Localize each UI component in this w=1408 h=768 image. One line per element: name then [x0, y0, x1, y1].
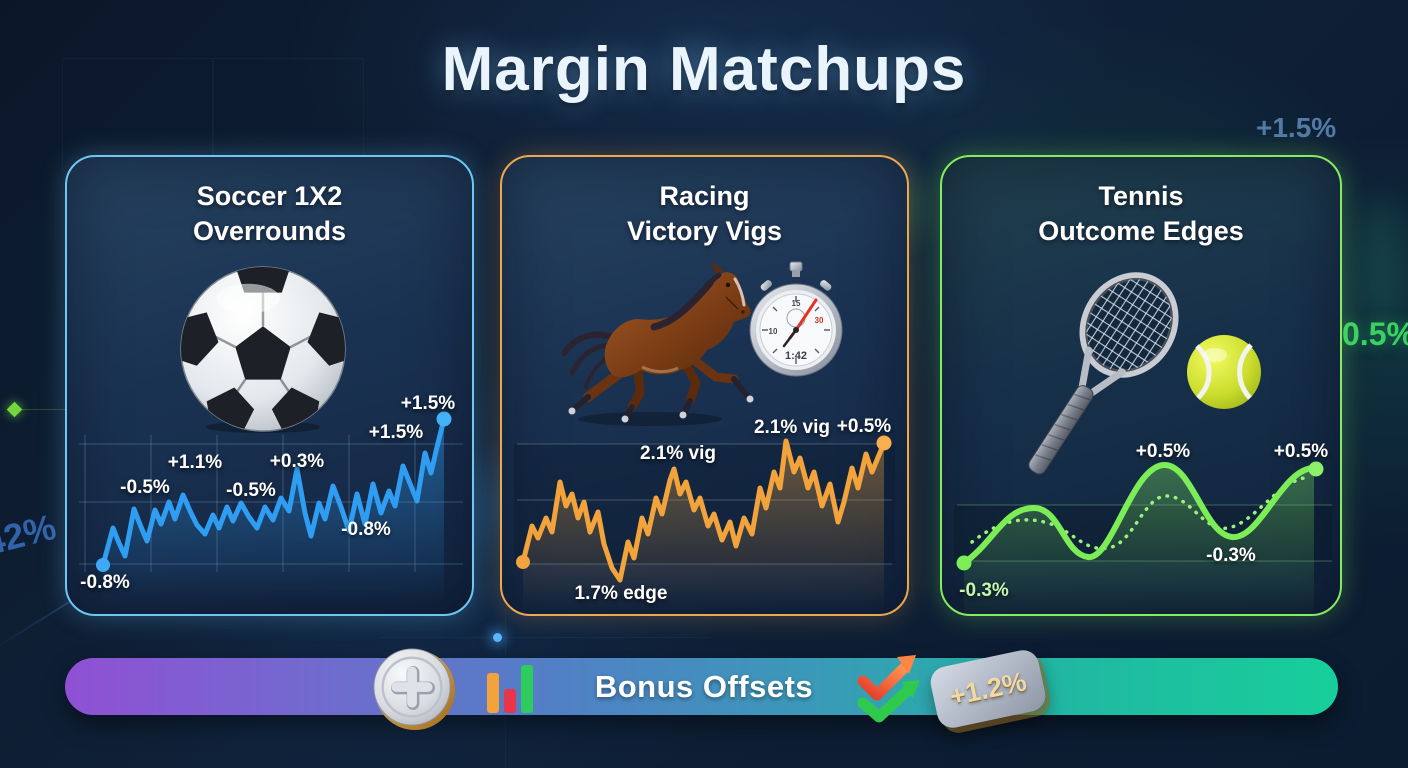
racing-label-0: 1.7% edge: [574, 583, 668, 604]
soccer-label-3: -0.5%: [226, 480, 276, 501]
card-tennis-title-line2: Outcome Edges: [1038, 216, 1244, 246]
card-racing-title: Racing Victory Vigs: [512, 179, 897, 249]
tennis-label-0: -0.3%: [959, 580, 1009, 601]
soccer-label-1: -0.5%: [120, 477, 170, 498]
tennis-racket-icon: [1028, 263, 1188, 475]
card-soccer: Soccer 1X2 Overrounds: [65, 155, 474, 616]
tennis-chart: [954, 461, 1332, 614]
soccer-label-2: +1.1%: [167, 452, 223, 473]
racing-label-2: 2.1% vig: [753, 417, 831, 438]
card-racing-title-line2: Victory Vigs: [626, 216, 783, 246]
soccer-start-dot: [96, 558, 110, 572]
percent-badge: +1.2%: [927, 647, 1049, 731]
card-tennis-title: Tennis Outcome Edges: [952, 179, 1330, 249]
soccer-label-7: +1.5%: [400, 393, 456, 414]
card-tennis-title-line1: Tennis: [1098, 181, 1184, 211]
diamond-marker-icon: [6, 401, 23, 418]
card-soccer-title: Soccer 1X2 Overrounds: [77, 179, 462, 249]
racing-label-1: 2.1% vig: [639, 443, 717, 464]
double-check-icon: [857, 655, 920, 723]
tennis-start-dot: [956, 555, 972, 571]
racing-end-dot: [876, 435, 892, 451]
racing-label-3: +0.5%: [836, 416, 892, 437]
tennis-label-2: -0.3%: [1206, 545, 1256, 566]
card-racing: Racing Victory Vigs: [500, 155, 909, 616]
soccer-end-dot: [436, 411, 452, 427]
soccer-label-0: -0.8%: [80, 572, 130, 593]
bonus-offsets-banner[interactable]: Bonus Offsets +1.2%: [65, 647, 1338, 731]
bg-percent-left-edge: 42%: [0, 505, 60, 564]
page-title: Margin Matchups: [441, 35, 967, 104]
card-soccer-title-line2: Overrounds: [192, 216, 347, 246]
card-soccer-title-line1: Soccer 1X2: [196, 181, 343, 211]
stopwatch-num-right: 30: [815, 316, 824, 325]
tennis-ball-icon: [1187, 335, 1261, 409]
soccer-ball-icon: [180, 266, 346, 433]
percent-badge-value: +1.2%: [946, 665, 1029, 712]
bonus-offsets-label: Bonus Offsets: [594, 668, 814, 704]
bg-percent-right-edge: 0.5%: [1342, 316, 1408, 352]
stopwatch-num-left: 10: [769, 327, 778, 336]
grid-glow-dot: [493, 633, 502, 642]
mini-bar-chart-icon: [487, 665, 533, 713]
tennis-label-3: +0.5%: [1273, 441, 1329, 462]
bokeh-glow: [1360, 200, 1404, 320]
soccer-label-6: +1.5%: [368, 422, 424, 443]
card-racing-title-line1: Racing: [659, 181, 750, 211]
card-tennis: Tennis Outcome Edges: [940, 155, 1342, 616]
stopwatch-num-top: 15: [792, 299, 801, 308]
soccer-chart: [79, 411, 463, 603]
tennis-label-1: +0.5%: [1135, 441, 1191, 462]
racing-chart: [514, 435, 895, 612]
soccer-label-4: +0.3%: [269, 451, 325, 472]
stopwatch-icon: 15 10 30 1:42: [749, 261, 843, 377]
racehorse-icon: [561, 261, 754, 426]
bg-percent-top-right: +1.5%: [1256, 112, 1337, 143]
racing-start-dot: [516, 555, 530, 569]
coin-plus-icon: [373, 648, 456, 731]
tennis-end-dot: [1308, 461, 1324, 477]
soccer-label-5: -0.8%: [341, 519, 391, 540]
stopwatch-reading: 1:42: [785, 350, 807, 362]
bg-grid-line: [380, 637, 710, 638]
